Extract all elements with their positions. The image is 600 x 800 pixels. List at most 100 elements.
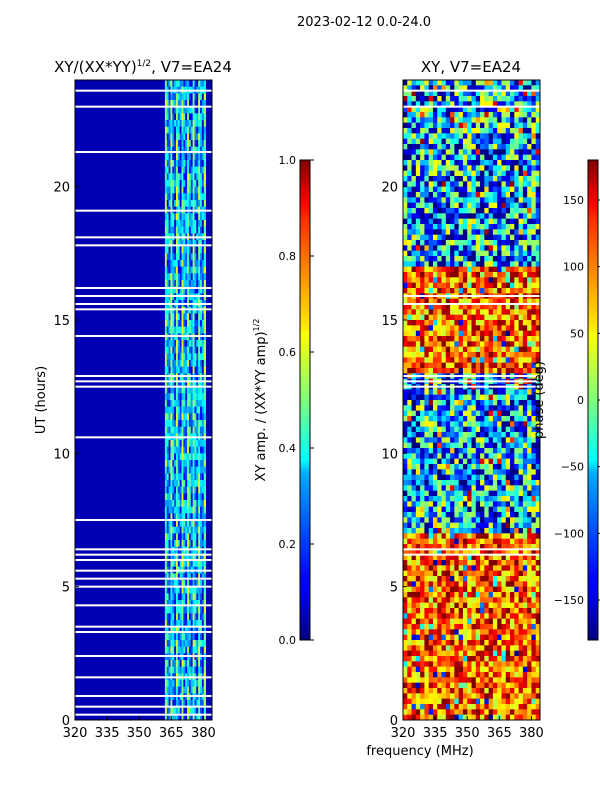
amp-heat-cell bbox=[185, 286, 188, 294]
amp-heat-cell bbox=[185, 346, 188, 354]
phase-heat-cell bbox=[518, 208, 524, 214]
phase-heat-cell bbox=[497, 101, 502, 108]
amp-heat-cell bbox=[194, 466, 197, 474]
phase-heat-cell bbox=[531, 512, 537, 518]
amp-heat-cell bbox=[194, 553, 197, 561]
phase-heat-cell bbox=[518, 117, 524, 124]
amp-heat-cell bbox=[194, 226, 197, 234]
amp-heat-cell bbox=[192, 160, 195, 168]
phase-heat-cell bbox=[441, 437, 447, 444]
amp-heat-cell bbox=[164, 113, 168, 121]
phase-heat-cell bbox=[441, 261, 447, 268]
phase-heat-cell bbox=[522, 394, 528, 401]
phase-heat-cell bbox=[403, 490, 408, 497]
amp-heat-cell bbox=[176, 526, 179, 534]
phase-heat-cell bbox=[527, 261, 532, 268]
amp-heat-cell bbox=[168, 486, 171, 494]
phase-heat-cell bbox=[475, 544, 481, 550]
phase-heat-cell bbox=[441, 170, 447, 177]
amp-heat-cell bbox=[179, 446, 182, 454]
phase-heat-cell bbox=[497, 490, 502, 497]
phase-heat-cell bbox=[428, 341, 434, 348]
phase-heat-cell bbox=[488, 218, 494, 225]
phase-heat-cell bbox=[428, 176, 434, 182]
phase-heat-cell bbox=[531, 154, 537, 161]
phase-heat-cell bbox=[535, 528, 541, 534]
amp-heat-cell bbox=[192, 646, 195, 654]
phase-heat-cell bbox=[484, 240, 490, 246]
phase-heat-cell bbox=[403, 320, 408, 326]
amp-heat-cell bbox=[198, 406, 201, 414]
amp-heat-cell bbox=[188, 346, 192, 354]
phase-heat-cell bbox=[505, 405, 511, 412]
amp-heat-cell bbox=[172, 320, 175, 328]
phase-heat-cell bbox=[484, 341, 490, 348]
phase-heat-cell bbox=[458, 432, 464, 438]
phase-heat-cell bbox=[424, 341, 430, 348]
phase-heat-cell bbox=[441, 357, 447, 364]
phase-heat-cell bbox=[428, 501, 434, 508]
phase-heat-cell bbox=[454, 202, 460, 209]
amp-heat-cell bbox=[196, 200, 199, 208]
phase-heat-cell bbox=[462, 400, 468, 406]
amp-heat-cell bbox=[187, 360, 190, 368]
amp-heat-cell bbox=[188, 486, 192, 494]
amp-heat-cell bbox=[170, 486, 173, 494]
phase-heat-cell bbox=[437, 437, 442, 444]
phase-heat-cell bbox=[432, 522, 438, 529]
phase-heat-cell bbox=[411, 282, 417, 289]
amp-heat-cell bbox=[192, 706, 195, 714]
amp-heat-cell bbox=[181, 186, 184, 194]
phase-heat-cell bbox=[445, 106, 451, 113]
phase-heat-cell bbox=[407, 170, 412, 177]
phase-heat-cell bbox=[514, 197, 519, 204]
phase-heat-cell bbox=[424, 533, 430, 540]
phase-heat-cell bbox=[462, 480, 468, 486]
amp-heat-cell bbox=[181, 240, 184, 248]
phase-heat-cell bbox=[480, 528, 485, 534]
amp-heat-cell bbox=[198, 193, 201, 201]
amp-heat-cell bbox=[198, 480, 201, 488]
phase-heat-cell bbox=[484, 160, 490, 166]
amp-heat-cell bbox=[196, 600, 199, 608]
phase-heat-cell bbox=[424, 144, 430, 150]
phase-heat-cell bbox=[535, 240, 541, 246]
phase-heat-cell bbox=[475, 437, 481, 444]
amp-heat-cell bbox=[188, 426, 192, 434]
phase-heat-cell bbox=[424, 160, 430, 166]
phase-heat-cell bbox=[407, 496, 412, 502]
phase-heat-cell bbox=[462, 128, 468, 134]
phase-heat-cell bbox=[458, 112, 464, 118]
phase-heat-cell bbox=[420, 389, 425, 396]
phase-heat-cell bbox=[437, 101, 442, 108]
phase-heat-cell bbox=[471, 288, 477, 294]
phase-heat-cell bbox=[428, 288, 434, 294]
phase-heat-cell bbox=[527, 506, 532, 513]
phase-heat-cell bbox=[488, 341, 494, 348]
phase-heat-cell bbox=[484, 426, 490, 433]
phase-heat-cell bbox=[411, 266, 417, 273]
phase-heat-cell bbox=[518, 453, 524, 460]
phase-heat-cell bbox=[450, 389, 455, 396]
amp-heat-cell bbox=[201, 506, 205, 514]
phase-heat-cell bbox=[514, 277, 519, 284]
amp-heat-cell bbox=[192, 446, 195, 454]
phase-heat-cell bbox=[497, 469, 502, 476]
phase-heat-cell bbox=[432, 186, 438, 193]
phase-heat-cell bbox=[437, 229, 442, 236]
phase-heat-cell bbox=[531, 197, 537, 204]
phase-heat-cell bbox=[518, 176, 524, 182]
amp-heat-cell bbox=[200, 513, 203, 521]
amp-heat-cell bbox=[170, 413, 173, 421]
amp-heat-cell bbox=[190, 473, 194, 481]
amp-heat-cell bbox=[185, 240, 188, 248]
amp-heat-cell bbox=[200, 280, 203, 288]
phase-heat-cell bbox=[518, 517, 524, 524]
amp-heat-cell bbox=[166, 126, 169, 134]
phase-heat-cell bbox=[484, 250, 490, 257]
phase-heat-cell bbox=[531, 181, 537, 188]
amp-colorbar-tick-label: 0.6 bbox=[279, 346, 297, 359]
amp-heat-cell bbox=[181, 93, 184, 101]
phase-heat-cell bbox=[514, 368, 519, 374]
phase-heat-cell bbox=[420, 522, 425, 529]
